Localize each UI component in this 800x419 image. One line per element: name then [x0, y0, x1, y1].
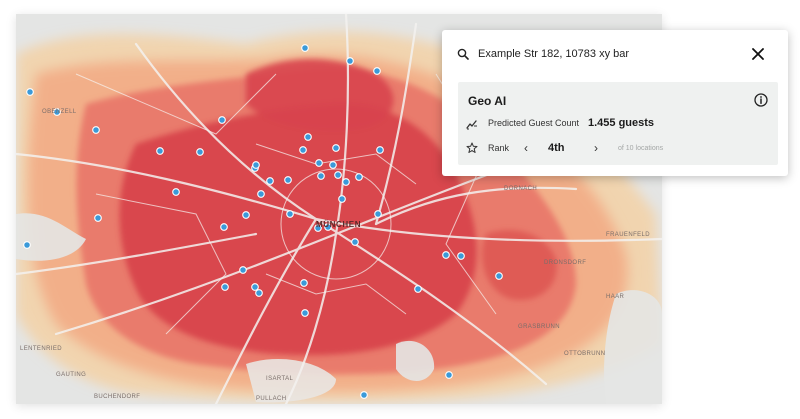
- location-marker[interactable]: [221, 283, 229, 291]
- location-marker[interactable]: [317, 172, 325, 180]
- rank-next-button[interactable]: ›: [594, 141, 598, 155]
- location-marker[interactable]: [94, 214, 102, 222]
- place-label-buchendorf: BUCHENDORF: [94, 394, 141, 400]
- location-marker[interactable]: [242, 211, 250, 219]
- location-marker[interactable]: [239, 266, 247, 274]
- location-marker[interactable]: [172, 188, 180, 196]
- city-label: MÜNCHEN: [316, 220, 362, 229]
- rank-prev-button[interactable]: ‹: [524, 141, 528, 155]
- location-marker[interactable]: [315, 159, 323, 167]
- rank-value: 4th: [548, 142, 565, 154]
- location-marker[interactable]: [220, 223, 228, 231]
- location-marker[interactable]: [373, 67, 381, 75]
- location-marker[interactable]: [442, 251, 450, 259]
- location-marker[interactable]: [92, 126, 100, 134]
- location-marker[interactable]: [329, 161, 337, 169]
- location-marker[interactable]: [346, 57, 354, 65]
- close-icon[interactable]: [750, 46, 766, 62]
- location-marker[interactable]: [414, 285, 422, 293]
- location-marker[interactable]: [360, 391, 368, 399]
- location-markers[interactable]: [23, 44, 503, 399]
- location-marker[interactable]: [26, 88, 34, 96]
- location-marker[interactable]: [53, 108, 61, 116]
- place-label-dronsdorf: DRONSDORF: [544, 260, 587, 266]
- place-label-obenzell: OBENZELL: [42, 109, 77, 115]
- place-label-gauting: GAUTING: [56, 372, 87, 378]
- rank-total: of 10 locations: [618, 145, 664, 152]
- guest-count-value: 1.455 guests: [588, 117, 655, 129]
- info-icon[interactable]: [754, 93, 768, 107]
- location-marker[interactable]: [257, 190, 265, 198]
- location-marker[interactable]: [338, 195, 346, 203]
- location-marker[interactable]: [286, 210, 294, 218]
- location-marker[interactable]: [374, 210, 382, 218]
- location-marker[interactable]: [299, 146, 307, 154]
- search-icon: [457, 48, 469, 60]
- location-marker[interactable]: [457, 252, 465, 260]
- location-marker[interactable]: [23, 241, 31, 249]
- geo-ai-panel: Geo AI Predicted Guest Count 1.455 guest…: [458, 82, 778, 165]
- location-marker[interactable]: [196, 148, 204, 156]
- location-card: Geo AI Predicted Guest Count 1.455 guest…: [442, 30, 788, 176]
- location-marker[interactable]: [301, 309, 309, 317]
- location-marker[interactable]: [351, 238, 359, 246]
- location-marker[interactable]: [266, 177, 274, 185]
- location-marker[interactable]: [304, 133, 312, 141]
- place-label-haar: HAAR: [606, 294, 625, 300]
- location-marker[interactable]: [332, 144, 340, 152]
- heat-zone-high: [119, 59, 557, 356]
- location-marker[interactable]: [300, 279, 308, 287]
- location-marker[interactable]: [334, 171, 342, 179]
- location-marker[interactable]: [255, 289, 263, 297]
- location-marker[interactable]: [284, 176, 292, 184]
- rank-label: Rank: [488, 143, 510, 153]
- location-marker[interactable]: [251, 283, 259, 291]
- star-icon: [466, 142, 478, 153]
- place-label-isartal: ISARTAL: [266, 376, 294, 382]
- location-marker[interactable]: [314, 224, 322, 232]
- location-marker[interactable]: [252, 161, 260, 169]
- address-search-input[interactable]: [478, 44, 738, 64]
- location-marker[interactable]: [342, 178, 350, 186]
- panel-title: Geo AI: [468, 94, 507, 108]
- place-label-ottobrunn: OTTOBRUNN: [564, 351, 606, 357]
- place-label-lentenried: LENTENRIED: [20, 346, 63, 352]
- location-marker[interactable]: [445, 371, 453, 379]
- place-label-dornach: DORNACH: [504, 186, 538, 192]
- location-marker[interactable]: [355, 173, 363, 181]
- guest-count-label: Predicted Guest Count: [488, 118, 580, 128]
- chart-trend-icon: [466, 120, 477, 130]
- place-label-grasbrunn: GRASBRUNN: [518, 324, 560, 330]
- place-label-pullach: PULLACH: [256, 396, 287, 402]
- location-marker[interactable]: [156, 147, 164, 155]
- location-marker[interactable]: [495, 272, 503, 280]
- search-row: [442, 30, 788, 78]
- location-marker[interactable]: [301, 44, 309, 52]
- location-marker[interactable]: [324, 223, 332, 231]
- location-marker[interactable]: [376, 146, 384, 154]
- location-marker[interactable]: [218, 116, 226, 124]
- minor-roads: [75, 73, 497, 335]
- place-label-frauenfeld: FRAUENFELD: [606, 232, 651, 238]
